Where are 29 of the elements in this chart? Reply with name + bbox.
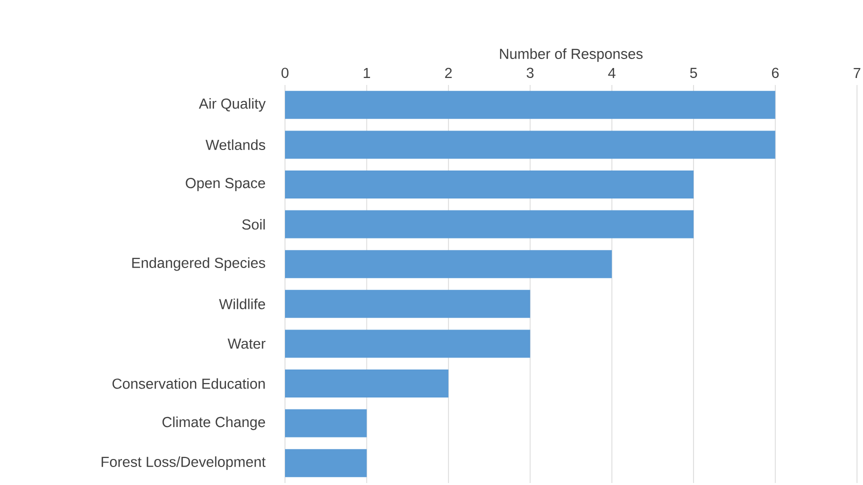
bar: [285, 370, 448, 398]
bar: [285, 170, 694, 199]
y-tick-label: Wetlands: [206, 139, 266, 150]
y-tick-label: Open Space: [186, 178, 266, 192]
x-tick-label: 2: [445, 68, 452, 78]
x-tick-label: 4: [608, 68, 616, 78]
x-tick-label: 1: [364, 68, 370, 78]
x-tick-label: 5: [690, 68, 697, 78]
y-tick-label: Water: [228, 338, 266, 349]
x-tick-label: 3: [526, 68, 534, 78]
bar: [285, 409, 367, 438]
bar: [285, 330, 530, 358]
y-tick-label: Forest Loss/Development: [102, 456, 266, 470]
y-tick-label: Climate Change: [162, 416, 266, 430]
y-tick-label: Wildlife: [219, 298, 266, 310]
bar: [285, 290, 530, 318]
x-axis-title: Number of Responses: [500, 48, 643, 62]
x-tick-label: 6: [772, 68, 779, 78]
y-tick-label: Air Quality: [198, 98, 266, 112]
bar: [285, 449, 367, 478]
x-tick-label: 7: [854, 68, 860, 78]
bar: [285, 210, 694, 238]
y-tick-label: Conservation Education: [112, 378, 265, 389]
y-tick-label: Soil: [242, 218, 265, 230]
x-tick-label: 0: [282, 68, 288, 78]
bar: [285, 130, 776, 159]
y-tick-label: Endangered Species: [132, 257, 266, 271]
bar: [285, 90, 776, 119]
bar: [285, 250, 612, 278]
